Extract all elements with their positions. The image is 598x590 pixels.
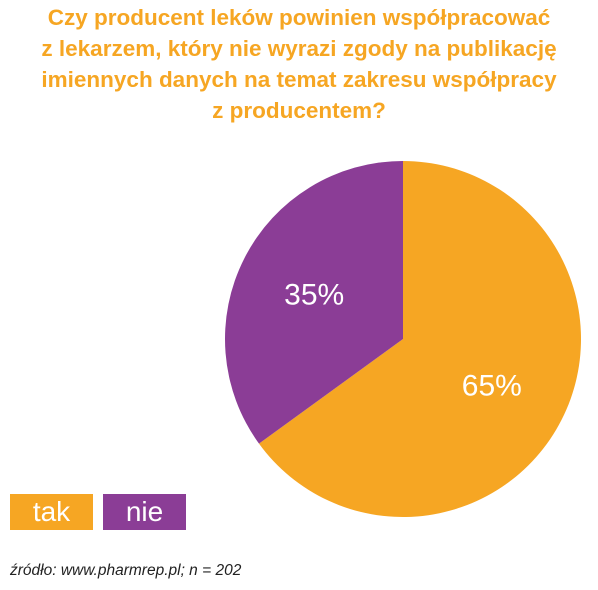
title-line: z producentem? [212, 98, 386, 123]
pie-slice-tak [258, 161, 581, 517]
title-line: Czy producent leków powinien współpracow… [47, 5, 551, 30]
legend-label-tak: tak [32, 496, 71, 527]
legend-item-nie: nie [103, 494, 186, 530]
pie-slice-nie [225, 161, 403, 444]
data-label-nie: 35% [284, 279, 344, 312]
title-line: z lekarzem, który nie wyrazi zgody na pu… [41, 36, 557, 61]
source-note: źródło: www.pharmrep.pl; n = 202 [10, 562, 242, 579]
legend-label-nie: nie [125, 496, 164, 527]
chart-title: Czy producent leków powinien współpracow… [0, 2, 598, 126]
data-label-tak: 65% [462, 369, 522, 402]
legend-item-tak: tak [10, 494, 93, 530]
title-line: imiennych danych na temat zakresu współp… [41, 67, 557, 92]
